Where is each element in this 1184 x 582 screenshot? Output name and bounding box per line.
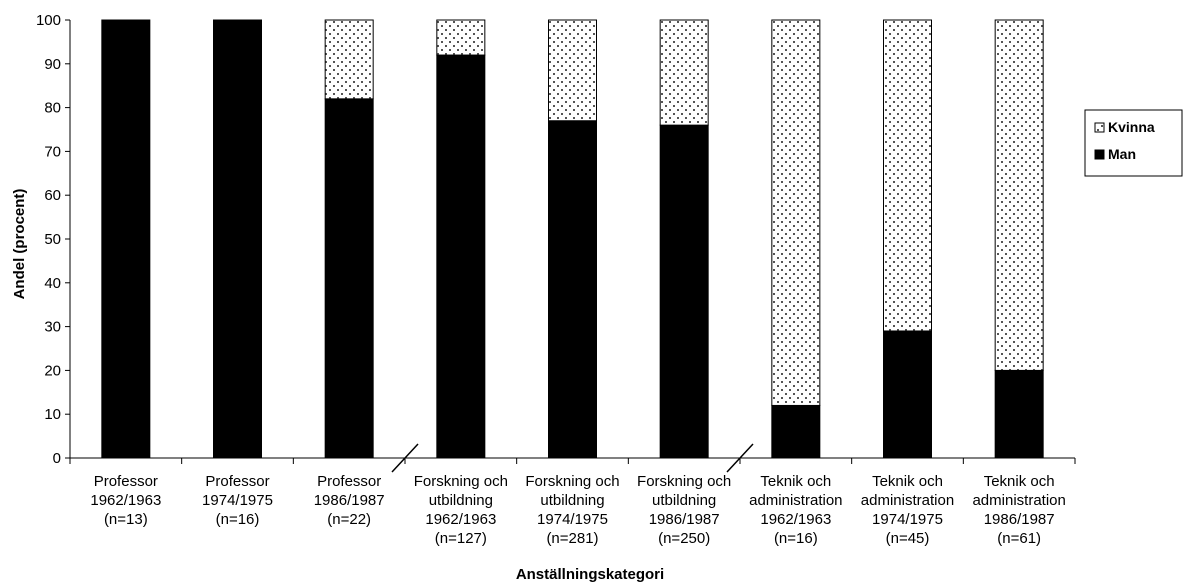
- x-category-label: Forskning och utbildning 1974/1975 (n=281): [525, 473, 619, 547]
- y-tick-label: 60: [44, 187, 61, 204]
- bar-segment-man-5: [548, 120, 597, 459]
- x-category-label: Teknik och administration 1986/1987 (n=61): [972, 473, 1065, 547]
- bar-segment-man-6: [659, 124, 709, 459]
- bar-segment-man-1: [101, 19, 151, 459]
- x-category-label: Forskning och utbildning 1986/1987 (n=250): [637, 473, 731, 547]
- axis-break-marker: [726, 443, 754, 473]
- axis-break-marker: [391, 443, 419, 473]
- x-tick-labels: Professor 1962/1963 (n=13) Professor 1974/19…: [90, 473, 1065, 547]
- legend-label-kvinna: Kvinna: [1108, 119, 1155, 135]
- legend-label-man: Man: [1108, 146, 1136, 162]
- y-tick-label: 10: [44, 406, 61, 423]
- bar-segment-kvinna-4: [436, 19, 486, 56]
- bar-segment-kvinna-9: [994, 19, 1044, 371]
- y-tick-label: 100: [36, 12, 61, 29]
- bar-segment-kvinna-3: [324, 19, 374, 100]
- x-category-label: Professor 1986/1987 (n=22): [314, 473, 385, 528]
- legend: Kvinna Man: [1084, 109, 1183, 177]
- x-category-label: Professor 1974/1975 (n=16): [202, 473, 273, 528]
- y-tick-label: 20: [44, 362, 61, 379]
- bar-segment-man-2: [213, 19, 262, 459]
- y-tick-label: 90: [44, 56, 61, 73]
- y-tick-label: 50: [44, 231, 61, 248]
- bar-segment-kvinna-6: [659, 19, 709, 126]
- legend-swatch-kvinna: [1094, 122, 1105, 133]
- axes-group: 0 10 20 30 40 50 60 70 80 90 100: [36, 12, 1076, 473]
- y-axis-title: Andel (procent): [11, 189, 28, 300]
- bar-segment-man-3: [324, 98, 374, 459]
- x-category-label: Forskning och utbildning 1962/1963 (n=127): [414, 473, 508, 547]
- y-tick-label: 70: [44, 143, 61, 160]
- y-tick-label: 0: [53, 450, 61, 467]
- bar-segment-kvinna-8: [883, 19, 932, 332]
- bar-segment-man-8: [883, 330, 932, 459]
- y-tick-label: 30: [44, 319, 61, 336]
- bar-segment-kvinna-7: [771, 19, 821, 406]
- y-tick-label: 80: [44, 100, 61, 117]
- x-axis-title: Anställningskategori: [516, 566, 664, 582]
- y-tick-label: 40: [44, 275, 61, 292]
- bars-group: [101, 19, 1044, 459]
- x-category-label: Professor 1962/1963 (n=13): [90, 473, 161, 528]
- bar-segment-man-4: [436, 54, 486, 459]
- bar-segment-kvinna-5: [548, 19, 597, 122]
- bar-segment-man-9: [994, 369, 1044, 459]
- x-category-label: Teknik och administration 1974/1975 (n=45): [861, 473, 954, 547]
- legend-box: [1084, 109, 1183, 177]
- x-category-label: Teknik och administration 1962/1963 (n=16): [749, 473, 842, 547]
- legend-swatch-man: [1094, 149, 1105, 160]
- bar-segment-man-7: [771, 404, 821, 459]
